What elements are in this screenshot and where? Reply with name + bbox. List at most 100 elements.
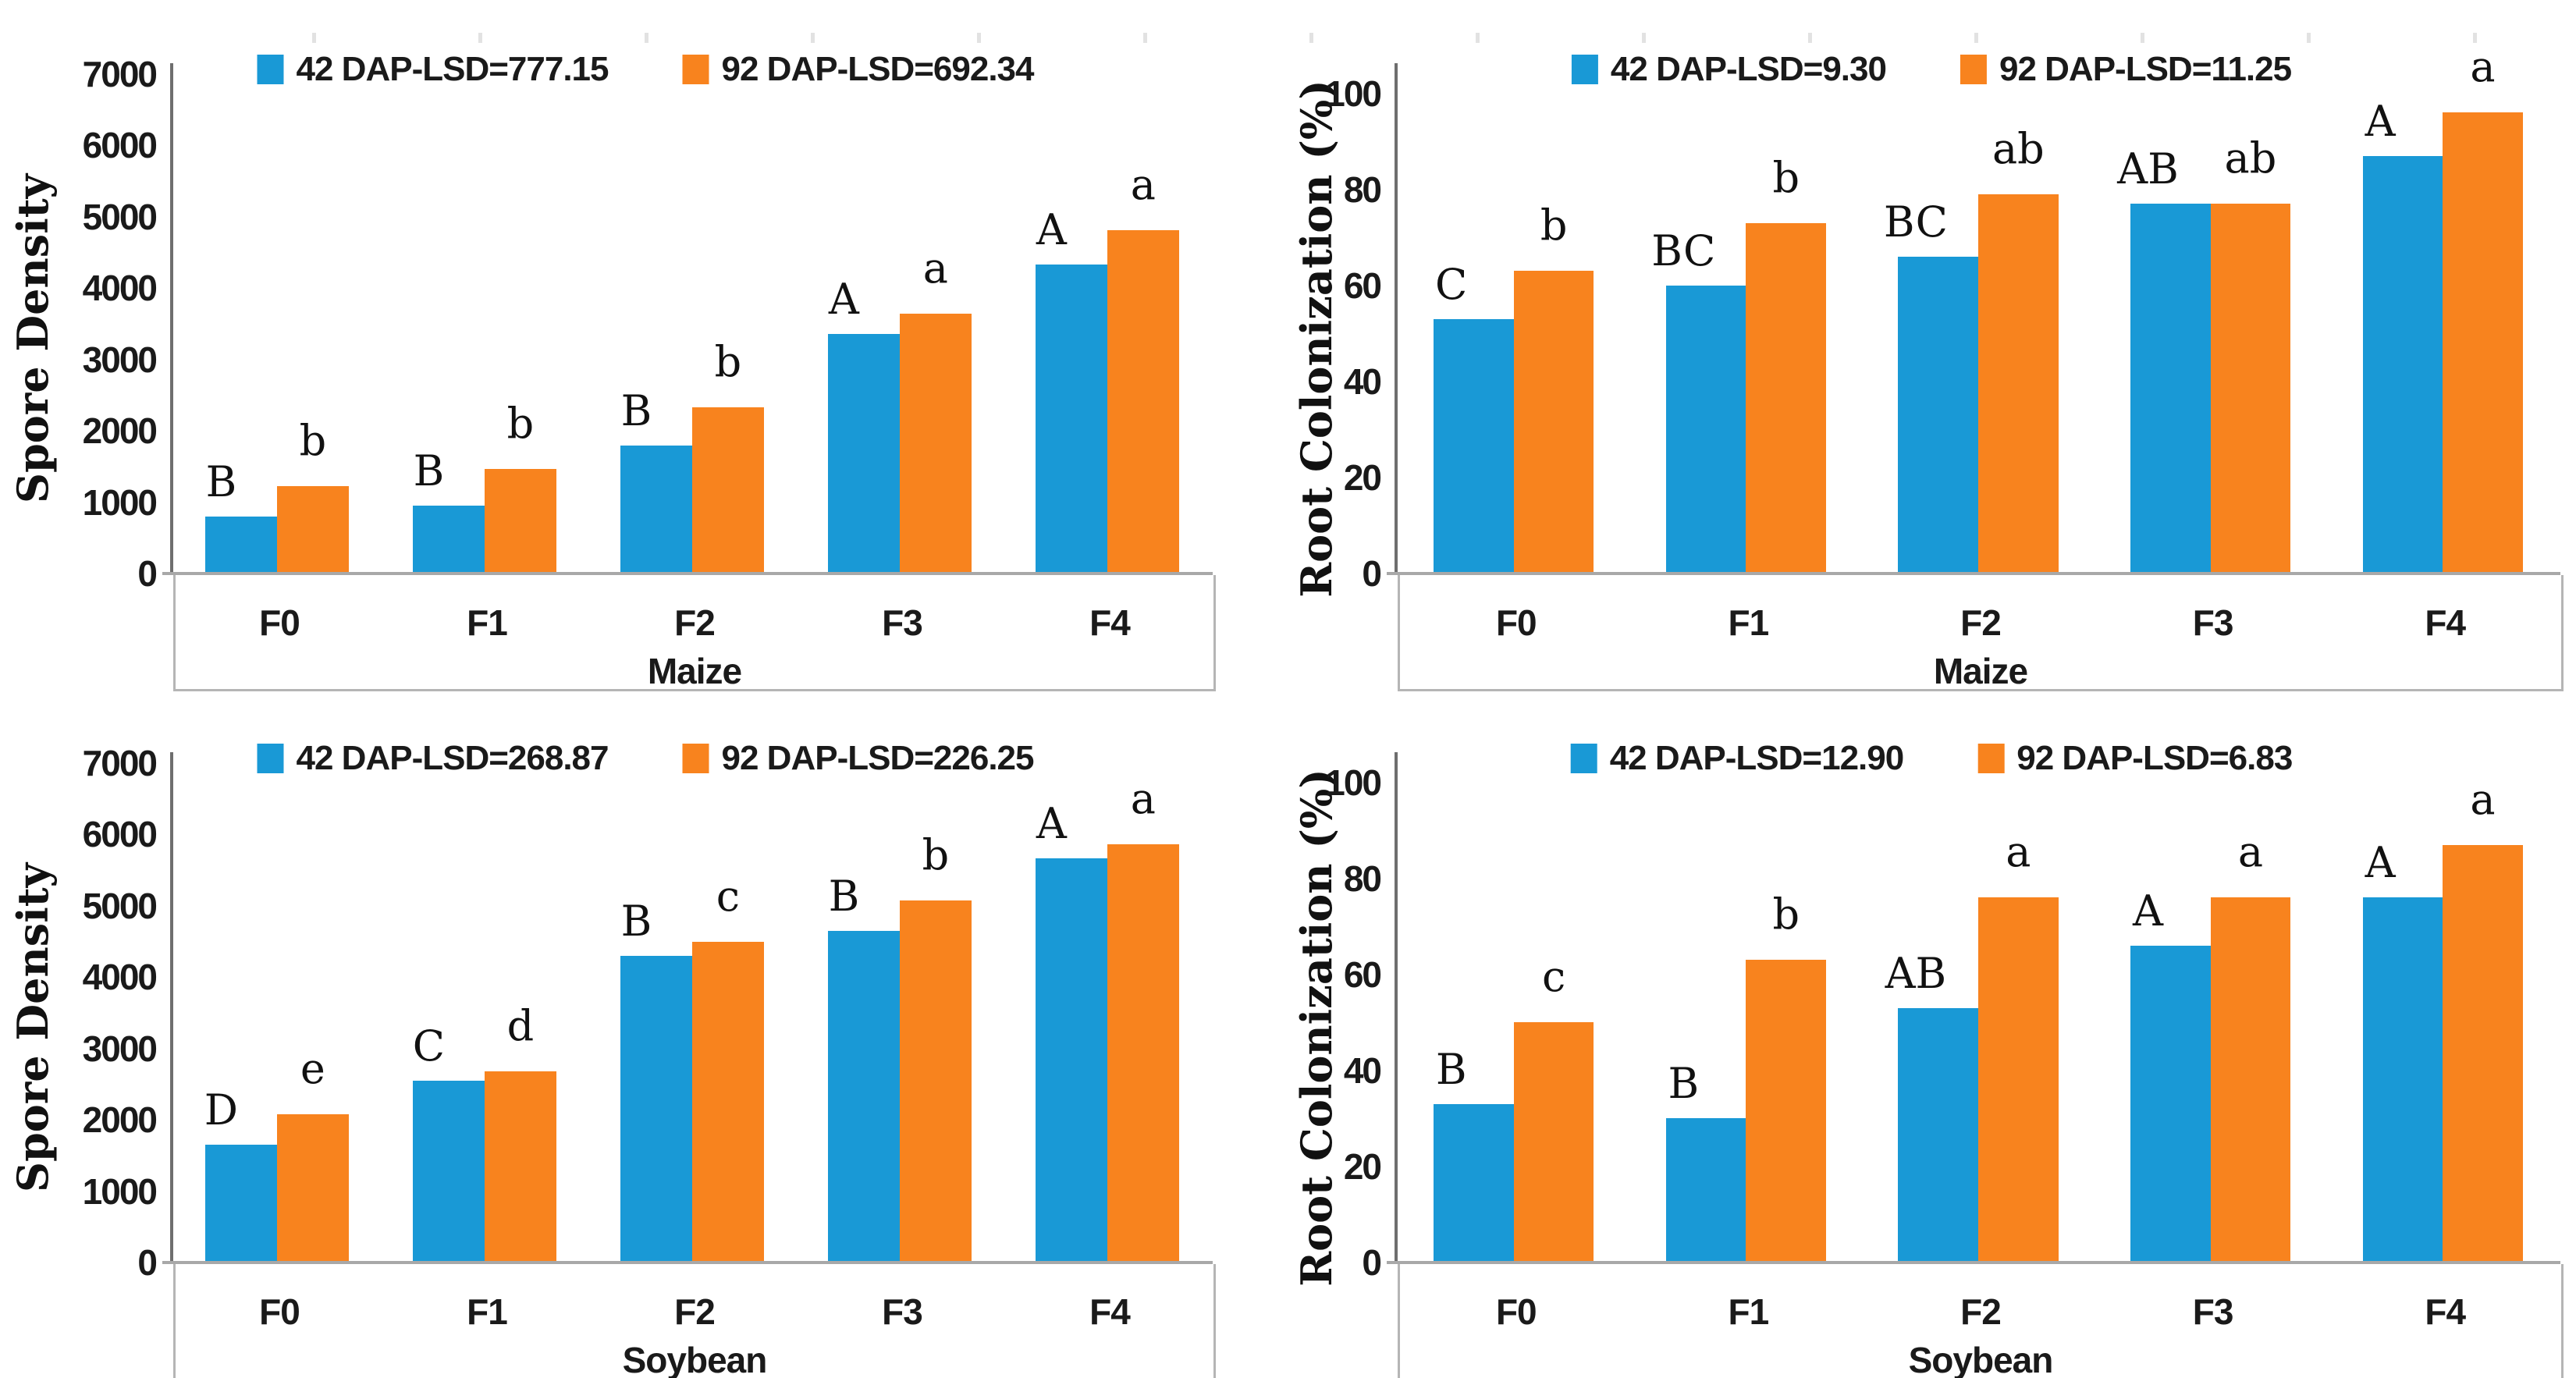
bar-92dap-F2: [692, 407, 764, 574]
x-axis-box: Soybean F0 F1 F2 F3 F4: [173, 1264, 1216, 1378]
top-edge-tick-mark: [1808, 33, 1812, 43]
legend-item-92dap: 92 DAP-LSD=692.34: [682, 50, 1035, 89]
significance-letter: C: [412, 1021, 446, 1071]
category-label-F2: F2: [1960, 602, 2002, 643]
category-label-F4: F4: [2425, 1291, 2466, 1332]
category-label-F3: F3: [2192, 1291, 2234, 1332]
y-tick-label: 1000: [82, 1170, 158, 1212]
category-label-F0: F0: [1495, 602, 1537, 643]
bar-42dap-F3: [2130, 946, 2211, 1263]
y-tick-label: 0: [137, 1242, 158, 1283]
significance-letter: b: [299, 416, 327, 465]
category-label-F2: F2: [1960, 1291, 2002, 1332]
category-label-F4: F4: [1089, 1291, 1131, 1332]
significance-letter: C: [1435, 260, 1468, 309]
significance-letter: d: [506, 1001, 535, 1050]
bar-42dap-F4: [2362, 897, 2443, 1263]
legend-label-42dap: 42 DAP-LSD=268.87: [296, 739, 609, 777]
significance-letter: b: [922, 830, 950, 879]
significance-letter: c: [1542, 952, 1566, 1001]
bar-92dap-F0: [1513, 1022, 1594, 1263]
category-label-F2: F2: [674, 1291, 716, 1332]
legend-label-92dap: 92 DAP-LSD=11.25: [1999, 50, 2292, 88]
bar-42dap-F1: [413, 1081, 485, 1263]
legend-label-42dap: 42 DAP-LSD=12.90: [1609, 739, 1905, 777]
significance-letter: AB: [2117, 144, 2179, 194]
y-axis-title: Root Colonization (%): [1292, 769, 1341, 1287]
legend-item-42dap: 42 DAP-LSD=12.90: [1570, 739, 1905, 778]
significance-letter: B: [1435, 1045, 1467, 1094]
bar-92dap-F1: [1746, 960, 1827, 1263]
chart-panel-maize-spore-density: Spore Density 42 DAP-LSD=777.15 92 DAP-L…: [0, 0, 1288, 691]
significance-letter: AB: [1885, 949, 1947, 998]
legend: 42 DAP-LSD=777.15 92 DAP-LSD=692.34: [257, 50, 1035, 89]
y-tick-label: 3000: [82, 339, 158, 380]
bar-42dap-F3: [2130, 204, 2211, 574]
bar-42dap-F4: [1036, 858, 1107, 1263]
significance-letter: D: [204, 1085, 239, 1135]
significance-letter: A: [2133, 886, 2164, 936]
significance-letter: b: [714, 337, 742, 386]
y-axis-line: [1395, 752, 1398, 1263]
top-edge-tick-mark: [2473, 33, 2477, 43]
legend: 42 DAP-LSD=9.30 92 DAP-LSD=11.25: [1571, 50, 2292, 89]
category-label-F0: F0: [259, 602, 300, 643]
significance-letter: a: [2237, 827, 2264, 876]
bar-42dap-F0: [1434, 319, 1514, 574]
significance-letter: B: [620, 386, 652, 435]
x-axis-title: Maize: [1933, 651, 2028, 691]
x-axis-box: Maize F0 F1 F2 F3 F4: [1398, 575, 2564, 691]
legend-swatch-42dap-icon: [1571, 55, 1598, 84]
y-tick-label: 20: [1343, 456, 1382, 498]
bar-92dap-F1: [1746, 223, 1827, 574]
bar-92dap-F0: [1513, 271, 1594, 574]
y-tick-label: 100: [1325, 762, 1382, 803]
significance-letter: a: [2470, 775, 2496, 824]
y-tick-label: 5000: [82, 885, 158, 926]
significance-letter: ab: [1992, 124, 2045, 173]
bar-42dap-F2: [1898, 257, 1978, 574]
legend-swatch-42dap-icon: [257, 55, 284, 84]
legend: 42 DAP-LSD=268.87 92 DAP-LSD=226.25: [257, 739, 1035, 778]
bar-42dap-F2: [620, 956, 692, 1263]
legend-swatch-92dap-icon: [1960, 55, 1987, 84]
x-axis-box: Maize F0 F1 F2 F3 F4: [173, 575, 1216, 691]
y-tick-label: 60: [1343, 265, 1382, 306]
legend-item-42dap: 42 DAP-LSD=777.15: [257, 50, 609, 89]
y-axis-line: [170, 63, 173, 574]
y-tick-label: 80: [1343, 169, 1382, 210]
significance-letter: c: [716, 872, 740, 921]
category-label-F2: F2: [674, 602, 716, 643]
category-label-F4: F4: [1089, 602, 1131, 643]
legend-item-42dap: 42 DAP-LSD=268.87: [257, 739, 609, 778]
top-edge-tick-mark: [1309, 33, 1313, 43]
significance-letter: BC: [1651, 226, 1716, 275]
y-tick-label: 7000: [82, 54, 158, 94]
legend-item-92dap: 92 DAP-LSD=226.25: [682, 739, 1035, 778]
legend-swatch-92dap-icon: [682, 744, 709, 773]
bar-92dap-F1: [485, 469, 556, 574]
chart-panel-maize-root-colonization: Root Colonization (%) 42 DAP-LSD=9.30 92…: [1288, 0, 2576, 691]
legend-item-42dap: 42 DAP-LSD=9.30: [1571, 50, 1887, 89]
legend: 42 DAP-LSD=12.90 92 DAP-LSD=6.83: [1570, 739, 2293, 778]
significance-letter: B: [1668, 1059, 1700, 1108]
y-axis-line: [170, 752, 173, 1263]
significance-letter: BC: [1883, 197, 1948, 247]
category-label-F0: F0: [259, 1291, 300, 1332]
bar-92dap-F2: [1978, 897, 2059, 1263]
y-tick-label: 2000: [82, 410, 158, 452]
category-label-F4: F4: [2425, 602, 2466, 643]
category-label-F1: F1: [467, 602, 508, 643]
y-tick-label: 20: [1343, 1145, 1382, 1187]
bar-92dap-F3: [900, 900, 972, 1263]
y-tick-label: 2000: [82, 1099, 158, 1141]
bar-92dap-F0: [277, 1114, 349, 1263]
top-edge-tick-mark: [645, 33, 648, 43]
bar-42dap-F3: [828, 334, 900, 574]
y-axis-title: Root Colonization (%): [1292, 80, 1341, 598]
legend-label-42dap: 42 DAP-LSD=777.15: [296, 50, 609, 88]
legend-swatch-92dap-icon: [1977, 744, 2005, 773]
y-tick-label: 100: [1325, 73, 1382, 114]
category-label-F0: F0: [1495, 1291, 1537, 1332]
